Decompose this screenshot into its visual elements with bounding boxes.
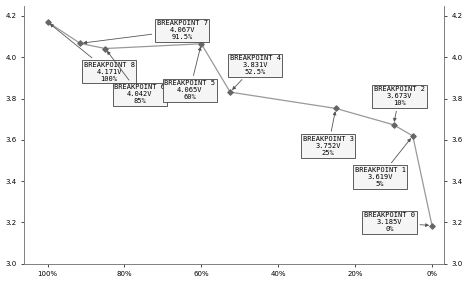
Text: BREAKPOINT 5
4.065V
60%: BREAKPOINT 5 4.065V 60% [164,47,215,100]
Text: BREAKPOINT 6
4.042V
85%: BREAKPOINT 6 4.042V 85% [108,52,165,104]
Text: BREAKPOINT 8
4.171V
100%: BREAKPOINT 8 4.171V 100% [51,24,134,82]
Point [197,42,205,46]
Text: BREAKPOINT 0
3.185V
0%: BREAKPOINT 0 3.185V 0% [364,213,428,233]
Text: BREAKPOINT 3
3.752V
25%: BREAKPOINT 3 3.752V 25% [303,112,354,156]
Point [44,20,51,24]
Point [390,123,397,127]
Point [428,223,436,228]
Text: BREAKPOINT 1
3.619V
5%: BREAKPOINT 1 3.619V 5% [355,139,410,187]
Point [102,46,109,51]
Point [332,106,340,111]
Point [409,134,417,138]
Point [227,90,234,95]
Text: BREAKPOINT 4
3.831V
52.5%: BREAKPOINT 4 3.831V 52.5% [230,55,281,89]
Text: BREAKPOINT 7
4.067V
91.5%: BREAKPOINT 7 4.067V 91.5% [84,20,208,44]
Point [76,41,84,46]
Text: BREAKPOINT 2
3.673V
10%: BREAKPOINT 2 3.673V 10% [374,87,425,121]
